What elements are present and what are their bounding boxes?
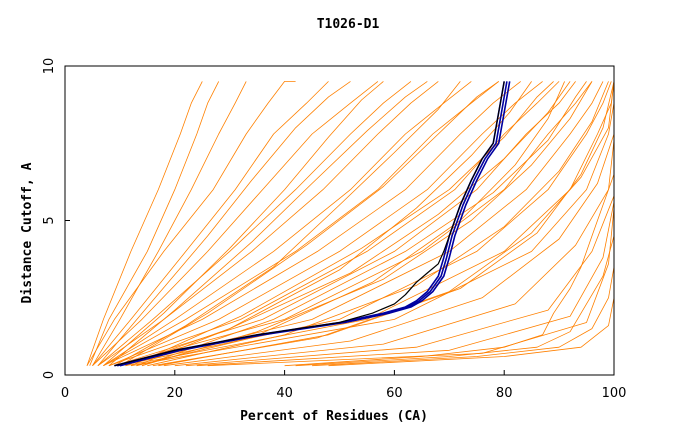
ticks-layer: 0 20 40 60 80 100 0 5 10 — [42, 58, 626, 401]
background-model-line-4 — [97, 81, 412, 367]
background-model-line-36 — [312, 266, 615, 367]
background-model-line-34 — [284, 174, 615, 367]
background-model-line-20 — [136, 81, 571, 367]
background-model-line-19 — [92, 81, 247, 366]
background-model-line-21 — [141, 81, 593, 367]
x-axis-label: Percent of Residues (CA) — [240, 409, 428, 424]
x-tick-label-100: 100 — [602, 386, 627, 401]
background-model-line-38 — [114, 81, 461, 367]
background-model-line-12 — [114, 81, 593, 367]
x-tick-label-80: 80 — [496, 386, 513, 401]
background-model-line-8 — [103, 81, 521, 367]
background-model-line-6 — [103, 81, 472, 367]
background-model-line-13 — [119, 81, 604, 367]
background-model-line-37 — [328, 297, 615, 367]
y-axis-label: Distance Cutoff, A — [20, 162, 35, 303]
background-model-line-16 — [130, 81, 615, 367]
background-model-line-35 — [295, 235, 615, 367]
plot-area — [86, 81, 615, 367]
x-tick-label-40: 40 — [276, 386, 293, 401]
background-model-line-41 — [103, 81, 384, 367]
background-model-line-31 — [119, 81, 499, 367]
x-tick-label-20: 20 — [167, 386, 184, 401]
background-model-line-29 — [97, 81, 351, 366]
x-tick-label-0: 0 — [61, 386, 69, 401]
background-model-line-23 — [152, 81, 615, 367]
chart-title: T1026-D1 — [317, 17, 380, 32]
background-model-line-28 — [207, 81, 615, 367]
background-model-line-14 — [119, 81, 612, 367]
background-model-line-39 — [125, 81, 532, 367]
background-model-line-2 — [92, 81, 329, 366]
background-model-line-1 — [86, 81, 296, 366]
background-model-line-10 — [108, 81, 560, 367]
background-model-line-3 — [92, 81, 379, 366]
series-layer — [86, 81, 615, 367]
background-model-line-33 — [141, 81, 587, 367]
background-model-line-15 — [125, 81, 615, 367]
background-model-line-11 — [114, 81, 576, 367]
background-model-line-17 — [86, 81, 203, 366]
background-model-line-7 — [103, 81, 499, 367]
reference-model-line-1 — [114, 81, 505, 367]
background-model-line-32 — [130, 81, 554, 367]
background-model-line-9 — [108, 81, 543, 367]
y-tick-label-0: 0 — [42, 371, 57, 379]
background-model-line-18 — [89, 81, 220, 366]
y-tick-label-10: 10 — [42, 58, 57, 75]
background-model-line-30 — [108, 81, 428, 367]
background-model-line-22 — [147, 81, 609, 367]
y-tick-label-5: 5 — [42, 216, 57, 224]
background-model-line-42 — [158, 81, 615, 367]
x-tick-label-60: 60 — [386, 386, 403, 401]
